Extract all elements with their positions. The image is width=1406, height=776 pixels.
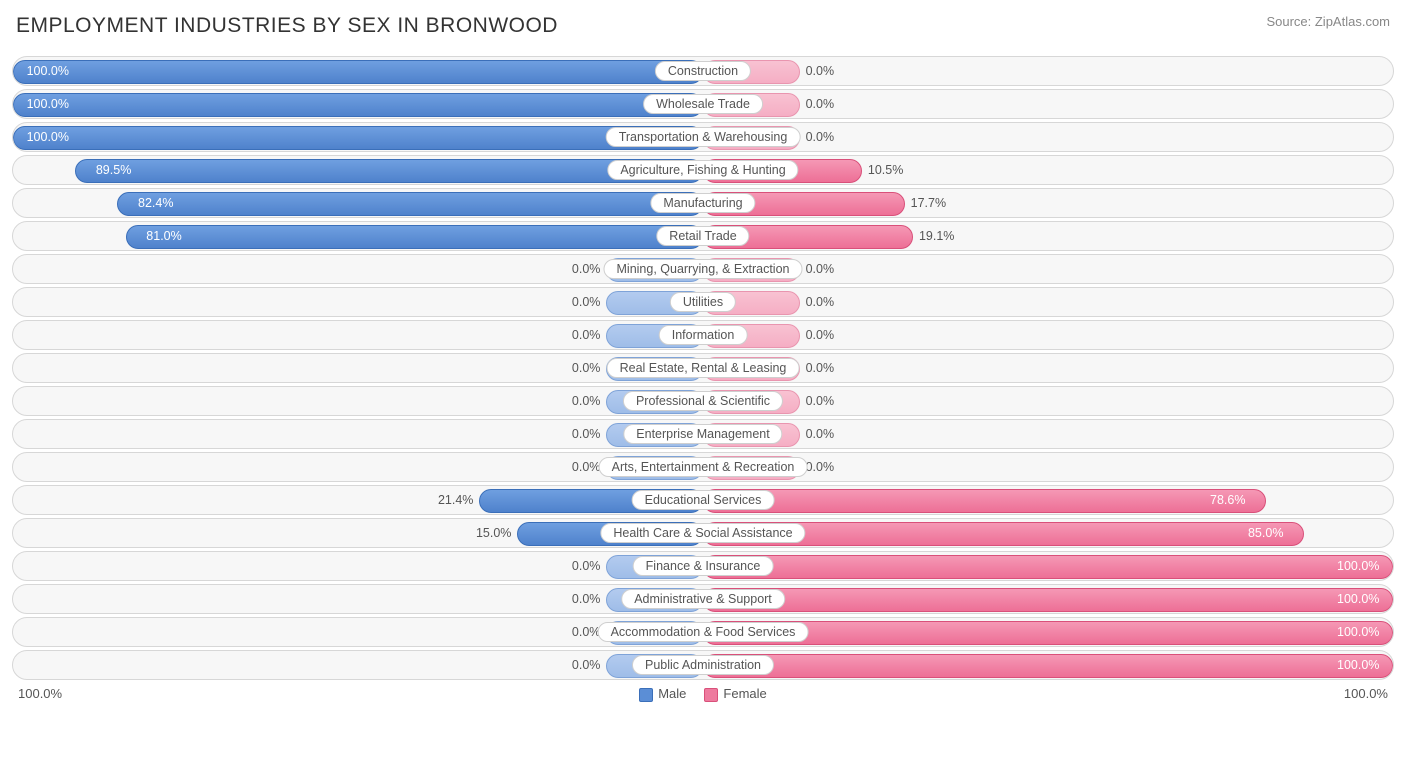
table-row: 0.0% 0.0% Real Estate, Rental & Leasing: [12, 353, 1394, 383]
value-male: 0.0%: [572, 262, 601, 276]
category-label: Transportation & Warehousing: [606, 127, 801, 147]
value-male: 81.0%: [146, 229, 181, 243]
value-female: 10.5%: [868, 163, 903, 177]
table-row: 0.0% 100.0% Administrative & Support: [12, 584, 1394, 614]
bar-male: [13, 126, 703, 150]
legend-female-label: Female: [723, 686, 766, 701]
table-row: 100.0% 0.0% Wholesale Trade: [12, 89, 1394, 119]
value-female: 0.0%: [806, 295, 835, 309]
value-female: 100.0%: [1337, 658, 1379, 672]
value-male: 21.4%: [438, 493, 473, 507]
chart-rows: 100.0% 0.0% Construction 100.0% 0.0% Wholesal…: [12, 56, 1394, 680]
value-female: 100.0%: [1337, 592, 1379, 606]
category-label: Real Estate, Rental & Leasing: [607, 358, 800, 378]
value-female: 0.0%: [806, 361, 835, 375]
axis-left-label: 100.0%: [18, 686, 62, 701]
value-female: 0.0%: [806, 64, 835, 78]
table-row: 0.0% 100.0% Finance & Insurance: [12, 551, 1394, 581]
value-male: 89.5%: [96, 163, 131, 177]
bar-male: [117, 192, 703, 216]
value-male: 0.0%: [572, 295, 601, 309]
value-female: 0.0%: [806, 328, 835, 342]
category-label: Professional & Scientific: [623, 391, 783, 411]
value-male: 0.0%: [572, 328, 601, 342]
legend-male-label: Male: [658, 686, 686, 701]
legend: Male Female: [639, 686, 767, 702]
value-female: 78.6%: [1210, 493, 1245, 507]
bar-male: [126, 225, 703, 249]
category-label: Finance & Insurance: [633, 556, 774, 576]
bar-female: [703, 654, 1393, 678]
table-row: 0.0% 0.0%Arts, Entertainment & Recreation: [12, 452, 1394, 482]
value-female: 0.0%: [806, 130, 835, 144]
value-male: 100.0%: [27, 130, 69, 144]
table-row: 21.4% 78.6% Educational Services: [12, 485, 1394, 515]
category-label: Information: [659, 325, 748, 345]
table-row: 0.0% 0.0%Mining, Quarrying, & Extraction: [12, 254, 1394, 284]
value-male: 100.0%: [27, 97, 69, 111]
value-male: 100.0%: [27, 64, 69, 78]
category-label: Accommodation & Food Services: [598, 622, 809, 642]
table-row: 0.0% 0.0% Utilities: [12, 287, 1394, 317]
category-label: Manufacturing: [650, 193, 755, 213]
value-female: 0.0%: [806, 394, 835, 408]
category-label: Public Administration: [632, 655, 774, 675]
table-row: 15.0% 85.0% Health Care & Social Assistanc…: [12, 518, 1394, 548]
table-row: 100.0% 0.0% Construction: [12, 56, 1394, 86]
category-label: Wholesale Trade: [643, 94, 763, 114]
category-label: Arts, Entertainment & Recreation: [599, 457, 808, 477]
category-label: Health Care & Social Assistance: [600, 523, 805, 543]
value-female: 0.0%: [806, 262, 835, 276]
value-male: 0.0%: [572, 361, 601, 375]
category-label: Construction: [655, 61, 751, 81]
value-male: 0.0%: [572, 559, 601, 573]
value-female: 85.0%: [1248, 526, 1283, 540]
axis-right-label: 100.0%: [1344, 686, 1388, 701]
value-female: 0.0%: [806, 97, 835, 111]
table-row: 0.0% 0.0% Information: [12, 320, 1394, 350]
table-row: 0.0% 100.0% Accommodation & Food Services: [12, 617, 1394, 647]
value-male: 15.0%: [476, 526, 511, 540]
bar-female: [703, 489, 1266, 513]
bar-male: [13, 93, 703, 117]
value-female: 100.0%: [1337, 559, 1379, 573]
chart-footer: 100.0% Male Female 100.0%: [12, 680, 1394, 702]
value-female: 19.1%: [919, 229, 954, 243]
table-row: 0.0% 100.0% Public Administration: [12, 650, 1394, 680]
bar-female: [703, 588, 1393, 612]
chart-source: Source: ZipAtlas.com: [1266, 14, 1390, 29]
category-label: Retail Trade: [656, 226, 749, 246]
swatch-male-icon: [639, 688, 653, 702]
category-label: Administrative & Support: [621, 589, 785, 609]
bar-male: [13, 60, 703, 84]
value-male: 0.0%: [572, 658, 601, 672]
value-male: 82.4%: [138, 196, 173, 210]
category-label: Enterprise Management: [623, 424, 782, 444]
value-female: 0.0%: [806, 427, 835, 441]
value-female: 100.0%: [1337, 625, 1379, 639]
bar-female: [703, 555, 1393, 579]
table-row: 82.4% 17.7% Manufacturing: [12, 188, 1394, 218]
value-male: 0.0%: [572, 460, 601, 474]
value-male: 0.0%: [572, 394, 601, 408]
legend-male: Male: [639, 686, 686, 702]
table-row: 100.0% 0.0% Transportation & Warehousing: [12, 122, 1394, 152]
value-male: 0.0%: [572, 625, 601, 639]
table-row: 89.5% 10.5% Agriculture, Fishing & Hunting: [12, 155, 1394, 185]
chart-title: EMPLOYMENT INDUSTRIES BY SEX IN BRONWOOD: [16, 14, 558, 38]
table-row: 0.0% 0.0% Enterprise Management: [12, 419, 1394, 449]
legend-female: Female: [704, 686, 766, 702]
value-male: 0.0%: [572, 592, 601, 606]
table-row: 81.0% 19.1% Retail Trade: [12, 221, 1394, 251]
swatch-female-icon: [704, 688, 718, 702]
chart-header: EMPLOYMENT INDUSTRIES BY SEX IN BRONWOOD…: [12, 14, 1394, 38]
value-male: 0.0%: [572, 427, 601, 441]
category-label: Mining, Quarrying, & Extraction: [604, 259, 803, 279]
value-female: 0.0%: [806, 460, 835, 474]
category-label: Agriculture, Fishing & Hunting: [607, 160, 798, 180]
table-row: 0.0% 0.0% Professional & Scientific: [12, 386, 1394, 416]
value-female: 17.7%: [911, 196, 946, 210]
category-label: Educational Services: [632, 490, 775, 510]
category-label: Utilities: [670, 292, 736, 312]
